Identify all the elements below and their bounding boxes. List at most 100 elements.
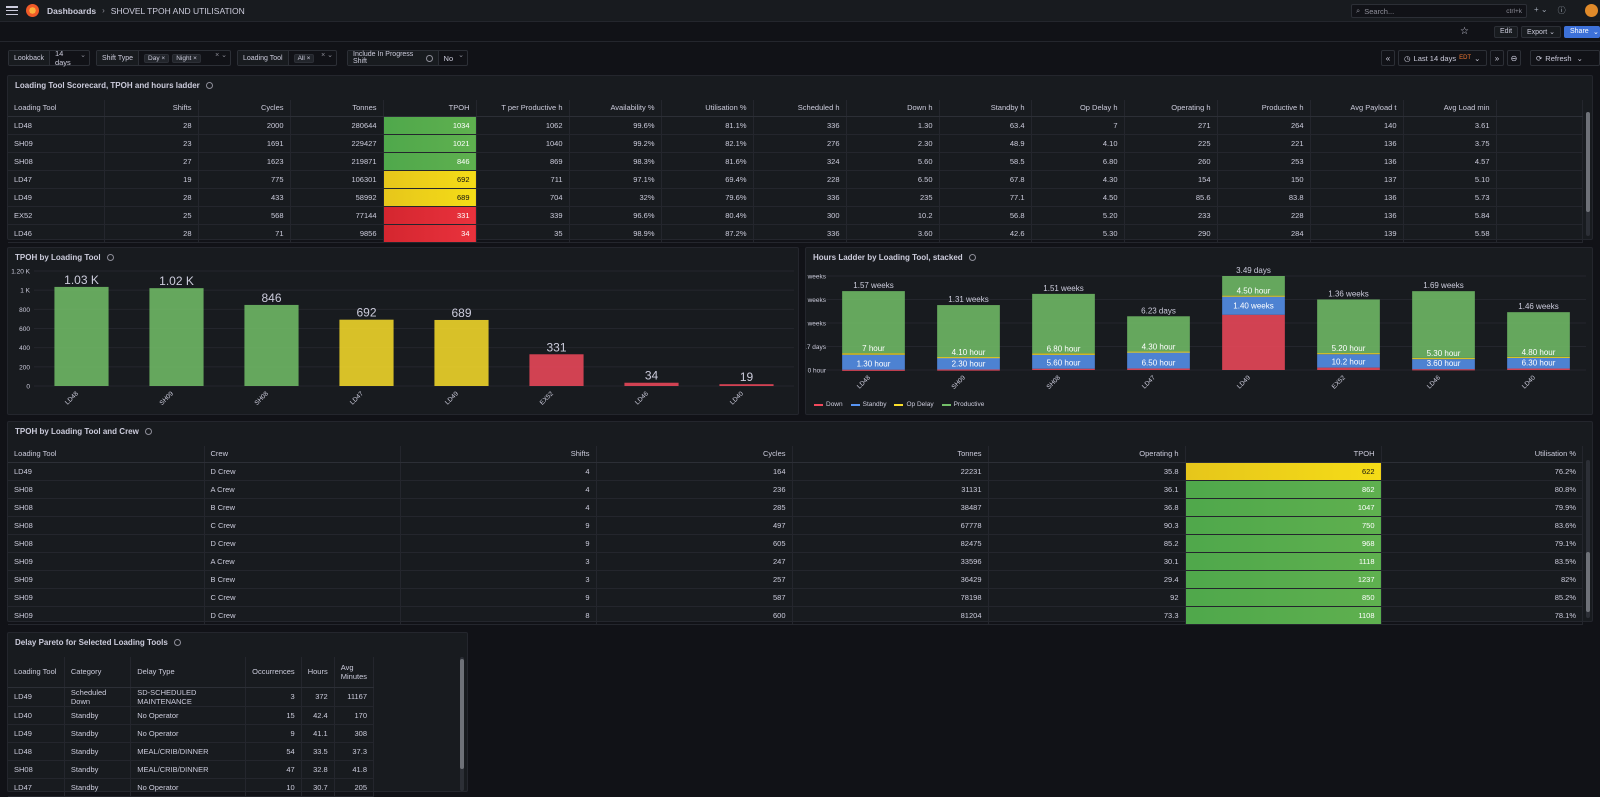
column-header[interactable]: Avg Minutes xyxy=(334,657,375,688)
table-row[interactable]: SH08 D Crew 9 605 82475 85.2 968 79.1% xyxy=(8,534,1583,553)
chip-night[interactable]: Night × xyxy=(172,53,201,63)
search-input[interactable]: ⌕ Search... ctrl+k xyxy=(1351,4,1527,18)
table-row[interactable]: LD48 Standby MEAL/CRIB/DINNER 54 33.5 37.3 xyxy=(8,742,375,761)
column-header[interactable]: Shifts xyxy=(104,100,199,117)
loading-tool-variable[interactable]: Loading Tool All × × ⌄ xyxy=(237,50,337,66)
table-row[interactable]: LD47 Standby No Operator 10 30.7 205 xyxy=(8,778,375,797)
info-icon[interactable] xyxy=(205,82,213,89)
scrollbar-thumb[interactable] xyxy=(1586,112,1590,212)
table-row[interactable]: EX52 25 568 77144 331 339 96.6% 80.4% 300 10.2 56.… xyxy=(8,206,1583,225)
table-row[interactable]: SH08 Standby MEAL/CRIB/DINNER 47 32.8 41.8 xyxy=(8,760,375,779)
lookback-value[interactable]: 14 days xyxy=(54,49,71,67)
table-cell: 98.3% xyxy=(569,152,662,171)
table-row[interactable]: SH09 B Crew 3 257 36429 29.4 1237 82% xyxy=(8,570,1583,589)
legend-productive-label: Productive xyxy=(953,401,985,408)
legend-down[interactable]: Down xyxy=(814,401,843,408)
table-row[interactable]: SH08 C Crew 9 497 67778 90.3 750 83.6% xyxy=(8,516,1583,535)
column-header[interactable]: Operating h xyxy=(988,446,1186,463)
table-row[interactable]: LD49 28 433 58992 689 704 32% 79.6% 336 235 77.1 4.… xyxy=(8,188,1583,207)
edit-button[interactable]: Edit xyxy=(1494,26,1519,38)
share-dropdown-icon[interactable]: ⌄ xyxy=(1590,26,1600,38)
table-row[interactable]: LD49 Scheduled Down SD-SCHEDULED MAINTENAN… xyxy=(8,687,375,707)
avatar[interactable] xyxy=(1585,4,1598,17)
shift-type-variable[interactable]: Shift Type Day × Night × × ⌄ xyxy=(96,50,231,66)
column-header[interactable]: Crew xyxy=(204,446,401,463)
info-icon[interactable] xyxy=(968,254,976,261)
help-icon[interactable]: ⓘ xyxy=(1557,6,1566,15)
x-tick-label: EX52 xyxy=(539,390,555,406)
in-progress-variable[interactable]: Include In Progress Shift No ⌄ xyxy=(347,50,468,66)
table-cell: 600 xyxy=(596,606,793,625)
star-icon[interactable]: ☆ xyxy=(1460,26,1469,37)
table-row[interactable]: LD49 Standby No Operator 9 41.1 308 xyxy=(8,724,375,743)
stack-total-label: 6.23 days xyxy=(1141,306,1176,315)
column-header[interactable]: Down h xyxy=(846,100,940,117)
column-header[interactable]: Loading Tool xyxy=(8,446,205,463)
chip-all[interactable]: All × xyxy=(293,53,315,63)
table-row[interactable]: SH08 B Crew 4 285 38487 36.8 1047 79.9% xyxy=(8,498,1583,517)
column-header[interactable]: Loading Tool xyxy=(8,657,65,688)
chip-day[interactable]: Day × xyxy=(144,53,170,63)
breadcrumb-dashboards[interactable]: Dashboards xyxy=(47,5,97,16)
column-header[interactable]: Standby h xyxy=(939,100,1032,117)
search-icon: ⌕ xyxy=(1356,6,1361,15)
table-row[interactable]: SH09 A Crew 3 247 33596 30.1 1118 83.5% xyxy=(8,552,1583,571)
column-header[interactable]: Category xyxy=(64,657,132,688)
column-header[interactable]: Cycles xyxy=(198,100,291,117)
scrollbar-thumb[interactable] xyxy=(1586,552,1590,612)
grafana-logo[interactable] xyxy=(26,4,39,17)
zoom-out-icon[interactable]: ⊖ xyxy=(1507,50,1521,66)
lookback-variable[interactable]: Lookback 14 days ⌄ xyxy=(8,49,90,67)
table-row[interactable]: LD46 28 71 9856 34 35 98.9% 87.2% 336 3.60 42.6 5.3… xyxy=(8,224,1583,243)
column-header[interactable]: Cycles xyxy=(596,446,793,463)
clear-chevron-icon[interactable]: × ⌄ xyxy=(321,52,333,59)
table-row[interactable]: SH09 C Crew 9 587 78198 92 850 85.2% xyxy=(8,588,1583,607)
chart-legend: Down Standby Op Delay Productive xyxy=(814,401,984,408)
column-header[interactable]: Avg Payload t xyxy=(1310,100,1404,117)
scrollbar[interactable] xyxy=(1586,460,1590,618)
column-header[interactable]: T per Productive h xyxy=(476,100,570,117)
column-header[interactable]: Productive h xyxy=(1217,100,1311,117)
info-icon[interactable] xyxy=(144,428,152,435)
info-icon[interactable] xyxy=(106,254,114,261)
table-row[interactable]: LD49 D Crew 4 164 22231 35.8 622 76.2% xyxy=(8,462,1583,481)
column-header[interactable]: Utilisation % xyxy=(1381,446,1583,463)
column-header[interactable]: Tonnes xyxy=(792,446,989,463)
table-row[interactable]: LD40 Standby No Operator 15 42.4 170 xyxy=(8,706,375,725)
export-button[interactable]: Export ⌄ xyxy=(1521,26,1562,38)
column-header[interactable]: Utilisation % xyxy=(661,100,754,117)
column-header[interactable]: Hours xyxy=(301,657,335,688)
in-progress-value[interactable]: No xyxy=(443,53,454,63)
column-header[interactable]: Avg Load min xyxy=(1403,100,1497,117)
column-header[interactable]: TPOH xyxy=(383,100,477,117)
table-row[interactable]: LD47 19 775 106301 692 711 97.1% 69.4% 228 6.50 67… xyxy=(8,170,1583,189)
column-header[interactable]: Tonnes xyxy=(290,100,384,117)
column-header[interactable]: Operating h xyxy=(1124,100,1218,117)
table-row[interactable]: SH08 A Crew 4 236 31131 36.1 862 80.8% xyxy=(8,480,1583,499)
refresh-button[interactable]: ⟳ Refresh ⌄ xyxy=(1530,50,1600,66)
scrollbar-thumb[interactable] xyxy=(460,659,464,769)
column-header[interactable]: Occurrences xyxy=(245,657,302,688)
table-row[interactable]: SH09 D Crew 8 600 81204 73.3 1108 78.1% xyxy=(8,606,1583,625)
table-row[interactable]: LD48 28 2000 280644 1034 1062 99.6% 81.1% 336 1.3… xyxy=(8,116,1583,135)
pareto-table-wrap: Loading Tool Category Delay Type Occurrence… xyxy=(8,657,375,797)
column-header[interactable]: TPOH xyxy=(1185,446,1382,463)
time-back-button[interactable]: « xyxy=(1381,50,1395,66)
column-header[interactable]: Loading Tool xyxy=(8,100,105,117)
column-header[interactable]: Op Delay h xyxy=(1031,100,1125,117)
info-icon[interactable] xyxy=(173,639,181,646)
column-header[interactable]: Availability % xyxy=(569,100,662,117)
column-header[interactable]: Delay Type xyxy=(130,657,247,688)
legend-productive[interactable]: Productive xyxy=(941,401,985,408)
clear-chevron-icon[interactable]: × ⌄ xyxy=(215,52,227,59)
table-row[interactable]: SH09 23 1691 229427 1021 1040 99.2% 82.1% 276 2.3… xyxy=(8,134,1583,153)
column-header[interactable]: Shifts xyxy=(400,446,597,463)
legend-standby[interactable]: Standby xyxy=(850,401,886,408)
legend-op-delay[interactable]: Op Delay xyxy=(894,401,934,408)
time-picker[interactable]: ◷ Last 14 days EDT ⌄ xyxy=(1398,50,1487,66)
column-header[interactable]: Scheduled h xyxy=(753,100,847,117)
menu-icon[interactable] xyxy=(6,6,18,15)
time-forward-button[interactable]: » xyxy=(1490,50,1504,66)
table-row[interactable]: SH08 27 1623 219871 846 869 98.3% 81.6% 324 5.60 5… xyxy=(8,152,1583,171)
plus-icon[interactable]: + ⌄ xyxy=(1534,5,1548,14)
